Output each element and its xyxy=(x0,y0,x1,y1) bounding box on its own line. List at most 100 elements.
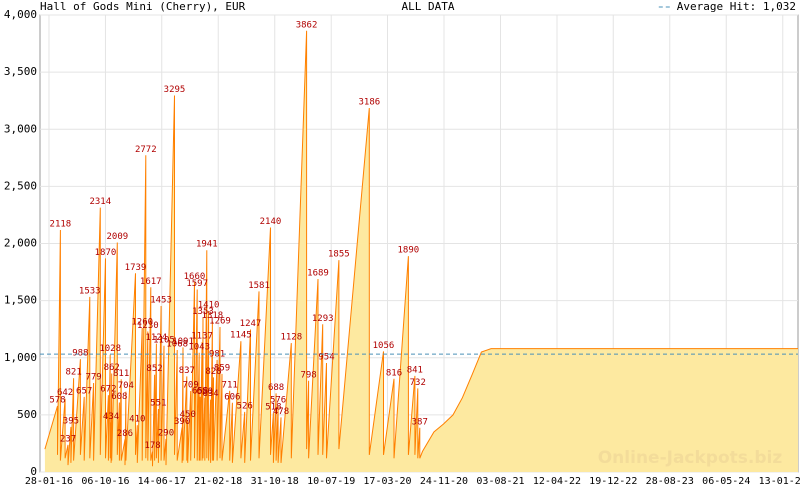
value-label: 1533 xyxy=(79,286,101,296)
value-label: 634 xyxy=(202,389,218,399)
value-label: 688 xyxy=(268,383,284,393)
value-label: 1269 xyxy=(209,317,231,327)
value-label: 1739 xyxy=(125,263,147,273)
chart-title: Hall of Gods Mini (Cherry), EUR xyxy=(40,0,246,13)
value-label: 1597 xyxy=(186,279,208,289)
value-label: 1293 xyxy=(312,314,334,324)
value-label: 779 xyxy=(85,372,101,382)
area xyxy=(44,30,798,473)
x-tick-label: 31-10-18 xyxy=(251,476,299,487)
value-label: 606 xyxy=(224,392,240,402)
y-tick-label: 4,000 xyxy=(4,8,37,21)
x-tick-label: 21-02-18 xyxy=(194,476,242,487)
value-label: 450 xyxy=(180,410,196,420)
value-label: 852 xyxy=(146,364,162,374)
y-tick-label: 3,500 xyxy=(4,65,37,78)
value-label: 1353 xyxy=(192,307,214,317)
value-label: 709 xyxy=(183,380,199,390)
value-label: 608 xyxy=(111,392,127,402)
x-tick-label: 24-11-20 xyxy=(420,476,468,487)
value-label: 1247 xyxy=(240,319,262,329)
value-label: 2314 xyxy=(89,197,111,207)
value-label: 672 xyxy=(100,385,116,395)
value-label: 1689 xyxy=(307,269,329,279)
x-tick-label: 17-03-20 xyxy=(363,476,411,487)
value-label: 1890 xyxy=(398,246,420,256)
value-label: 1043 xyxy=(188,342,210,352)
line xyxy=(44,30,798,467)
value-label: 576 xyxy=(270,396,286,406)
value-label: 1091 xyxy=(172,337,194,347)
average-legend: Average Hit: 1,032 xyxy=(677,0,796,13)
value-label: 821 xyxy=(65,368,81,378)
value-label: 387 xyxy=(412,417,428,427)
value-label: 3862 xyxy=(296,20,318,30)
value-label: 518 xyxy=(265,402,281,412)
value-label: 988 xyxy=(72,349,88,359)
y-tick-label: 500 xyxy=(17,408,37,421)
value-label: 2009 xyxy=(107,232,129,242)
value-label: 828 xyxy=(205,367,221,377)
value-label: 286 xyxy=(117,429,133,439)
x-tick-label: 28-01-16 xyxy=(25,476,73,487)
value-label: 390 xyxy=(174,417,190,427)
value-label: 1581 xyxy=(248,281,270,291)
x-tick-label: 06-05-24 xyxy=(702,476,750,487)
value-label: 954 xyxy=(318,353,334,363)
value-label: 1410 xyxy=(198,300,220,310)
value-label: 732 xyxy=(410,378,426,388)
value-label: 1941 xyxy=(196,240,218,250)
value-label: 1453 xyxy=(150,295,172,305)
value-label: 1124 xyxy=(146,333,168,343)
value-label: 798 xyxy=(300,370,316,380)
value-label: 1855 xyxy=(328,250,350,260)
value-label: 1870 xyxy=(95,248,117,258)
y-tick-label: 0 xyxy=(30,465,37,478)
value-label: 395 xyxy=(63,416,79,426)
x-tick-label: 10-07-19 xyxy=(307,476,355,487)
y-tick-label: 1,000 xyxy=(4,351,37,364)
value-label: 2118 xyxy=(50,220,72,230)
x-tick-label: 14-06-17 xyxy=(138,476,186,487)
value-label: 3186 xyxy=(358,97,380,107)
value-label: 1260 xyxy=(131,318,153,328)
value-label: 434 xyxy=(103,412,119,422)
value-label: 1068 xyxy=(166,339,188,349)
value-label: 859 xyxy=(214,363,230,373)
value-label: 811 xyxy=(113,369,129,379)
value-label: 178 xyxy=(144,441,160,451)
value-label: 1128 xyxy=(280,333,302,343)
value-label: 1230 xyxy=(137,321,159,331)
value-label: 3295 xyxy=(164,85,186,95)
y-tick-label: 1,500 xyxy=(4,294,37,307)
value-label: 237 xyxy=(60,434,76,444)
value-label: 478 xyxy=(273,407,289,417)
y-tick-label: 3,000 xyxy=(4,122,37,135)
value-label: 658 xyxy=(192,386,208,396)
y-tick-label: 2,000 xyxy=(4,237,37,250)
value-label: 704 xyxy=(118,381,134,391)
value-label: 2140 xyxy=(260,217,282,227)
value-label: 841 xyxy=(407,365,423,375)
value-label: 1056 xyxy=(373,341,395,351)
value-label: 1617 xyxy=(140,277,162,287)
x-tick-label: 12-04-22 xyxy=(533,476,581,487)
value-label: 642 xyxy=(57,388,73,398)
y-tick-label: 2,500 xyxy=(4,179,37,192)
value-label: 1105 xyxy=(153,335,175,345)
value-label: 1028 xyxy=(99,344,121,354)
value-label: 1137 xyxy=(191,332,213,342)
value-label: 578 xyxy=(49,395,65,405)
value-label: 837 xyxy=(179,366,195,376)
value-label: 1318 xyxy=(202,311,224,321)
x-tick-label: 03-08-21 xyxy=(476,476,524,487)
chart-subtitle: ALL DATA xyxy=(402,0,455,13)
value-label: 862 xyxy=(104,363,120,373)
value-label: 526 xyxy=(237,401,253,411)
x-tick-label: 13-01-25 xyxy=(759,476,800,487)
value-label: 816 xyxy=(386,368,402,378)
value-label: 290 xyxy=(158,428,174,438)
watermark: Online-Jackpots.biz xyxy=(598,448,783,468)
value-label: 650 xyxy=(197,387,213,397)
